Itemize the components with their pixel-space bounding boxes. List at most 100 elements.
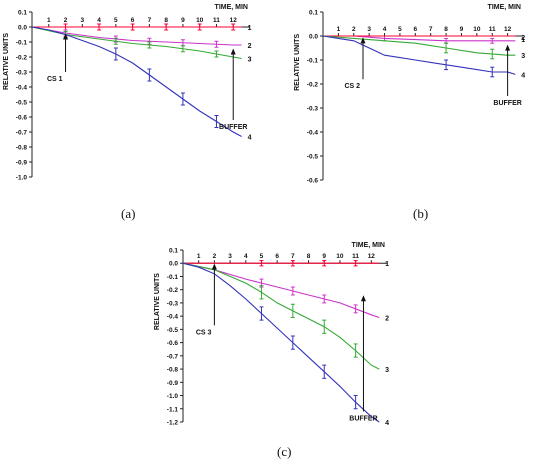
y-tick-label: -0.2 [16, 55, 28, 62]
y-tick-label: -0.3 [167, 300, 179, 307]
x-tick-label: 3 [367, 26, 371, 33]
x-tick-label: 4 [97, 17, 101, 24]
x-tick-label: 1 [47, 17, 51, 24]
x-tick-label: 2 [352, 26, 356, 33]
series-label-4: 4 [521, 72, 525, 79]
y-tick-label: 0.1 [18, 10, 27, 17]
x-tick-label: 6 [413, 26, 417, 33]
series-label-2: 2 [521, 35, 525, 42]
x-tick-label: 5 [114, 17, 118, 24]
annotation-label: CS 3 [196, 329, 212, 336]
y-tick-label: -0.6 [16, 115, 28, 122]
x-tick-label: 12 [368, 253, 376, 260]
y-tick-label: -0.4 [307, 130, 319, 137]
y-tick-label: -0.4 [16, 85, 28, 92]
x-axis-title: TIME, MIN [488, 4, 521, 11]
x-tick-label: 11 [489, 26, 496, 33]
series-line-2 [31, 26, 242, 46]
x-tick-label: 3 [80, 17, 84, 24]
annotation-arrowhead [211, 263, 217, 270]
y-tick-label: -0.2 [307, 82, 319, 89]
series-line-3 [182, 262, 380, 370]
x-tick-label: 2 [213, 253, 217, 260]
x-tick-label: 1 [197, 253, 201, 260]
annotation-arrowhead [360, 295, 366, 302]
y-tick-label: -0.1 [16, 40, 28, 47]
series-label-3: 3 [385, 367, 389, 374]
annotation-label: CS 2 [344, 83, 360, 90]
annotation-arrowhead [230, 48, 236, 55]
annotation-label: CS 1 [47, 76, 63, 83]
y-tick-label: 0.1 [169, 248, 178, 255]
y-tick-label: -0.8 [16, 145, 28, 152]
chart-b: 0.10.0-0.1-0.2-0.3-0.4-0.5-0.61 2 3 4 5 6 7 8 9 1… [294, 4, 525, 185]
x-tick-label: 8 [444, 26, 448, 33]
x-tick-label: 4 [383, 26, 387, 33]
x-tick-label: 8 [164, 17, 168, 24]
series-line-4 [31, 26, 242, 137]
x-tick-label: 12 [230, 17, 238, 24]
y-axis-title: RELATIVE UNITS [154, 273, 161, 330]
panel-label-b: (b) [413, 206, 429, 221]
y-tick-label: -0.4 [167, 314, 179, 321]
y-tick-label: -1.1 [167, 406, 179, 413]
y-tick-label: -0.6 [307, 178, 319, 185]
annotation-label: BUFFER [219, 124, 247, 131]
panel-label-a: (a) [121, 206, 136, 221]
x-tick-label: 9 [460, 26, 464, 33]
x-tick-label: 11 [352, 253, 359, 260]
y-tick-label: -0.9 [16, 160, 28, 167]
y-tick-label: 0.0 [309, 34, 318, 41]
y-tick-label: 0.0 [18, 25, 27, 32]
x-tick-label: 7 [148, 17, 152, 24]
x-axis-title: TIME, MIN [352, 242, 385, 249]
y-tick-label: -0.1 [307, 58, 319, 65]
x-axis-title: TIME, MIN [215, 4, 248, 11]
x-tick-label: 6 [131, 17, 135, 24]
x-tick-label: 9 [181, 17, 185, 24]
y-tick-label: -0.5 [16, 100, 28, 107]
annotation-arrowhead [505, 44, 511, 51]
y-tick-label: -1.2 [167, 420, 179, 427]
series-line-2 [182, 262, 380, 319]
y-tick-label: 0.1 [309, 10, 318, 17]
series-label-3: 3 [521, 53, 525, 60]
panel-label-c: (c) [277, 444, 292, 459]
series-label-1: 1 [521, 37, 525, 44]
y-tick-label: -0.3 [307, 106, 319, 113]
y-tick-label: 0.0 [169, 261, 178, 268]
y-tick-label: -0.5 [307, 154, 319, 161]
annotation-label: BUFFER [493, 100, 521, 107]
y-tick-label: -0.8 [167, 367, 179, 374]
y-tick-label: -0.2 [167, 287, 179, 294]
series-label-1: 1 [385, 261, 389, 268]
x-tick-label: 10 [196, 17, 204, 24]
y-tick-label: -0.7 [16, 130, 28, 137]
series-line-3 [322, 35, 516, 56]
series-line-4 [322, 35, 516, 75]
x-tick-label: 11 [213, 17, 220, 24]
chart-c: 0.1 0.0 -0.1 -0.2 -0.3 -0.4 -0.5 -0.6 -0.7 -0.8 -0… [154, 242, 389, 427]
x-tick-label: 8 [307, 253, 311, 260]
series-line-3 [31, 26, 242, 60]
series-label-2: 2 [385, 315, 389, 322]
x-tick-label: 5 [398, 26, 402, 33]
series-label-3: 3 [248, 57, 252, 64]
series-label-4: 4 [385, 420, 389, 427]
x-tick-label: 4 [244, 253, 248, 260]
annotation-arrowhead [360, 37, 366, 44]
y-axis-title: RELATIVE UNITS [294, 34, 301, 91]
x-tick-label: 9 [322, 253, 326, 260]
annotation-label: BUFFER [349, 415, 377, 422]
y-tick-label: -0.9 [167, 380, 179, 387]
series-line-4 [182, 262, 380, 423]
x-tick-label: 10 [336, 253, 344, 260]
x-tick-label: 7 [429, 26, 433, 33]
series-label-4: 4 [248, 135, 252, 142]
y-tick-label: -0.5 [167, 327, 179, 334]
y-axis-title: RELATIVE UNITS [3, 33, 10, 90]
x-tick-label: 1 [337, 26, 341, 33]
x-tick-label: 2 [64, 17, 68, 24]
series-label-2: 2 [248, 43, 252, 50]
